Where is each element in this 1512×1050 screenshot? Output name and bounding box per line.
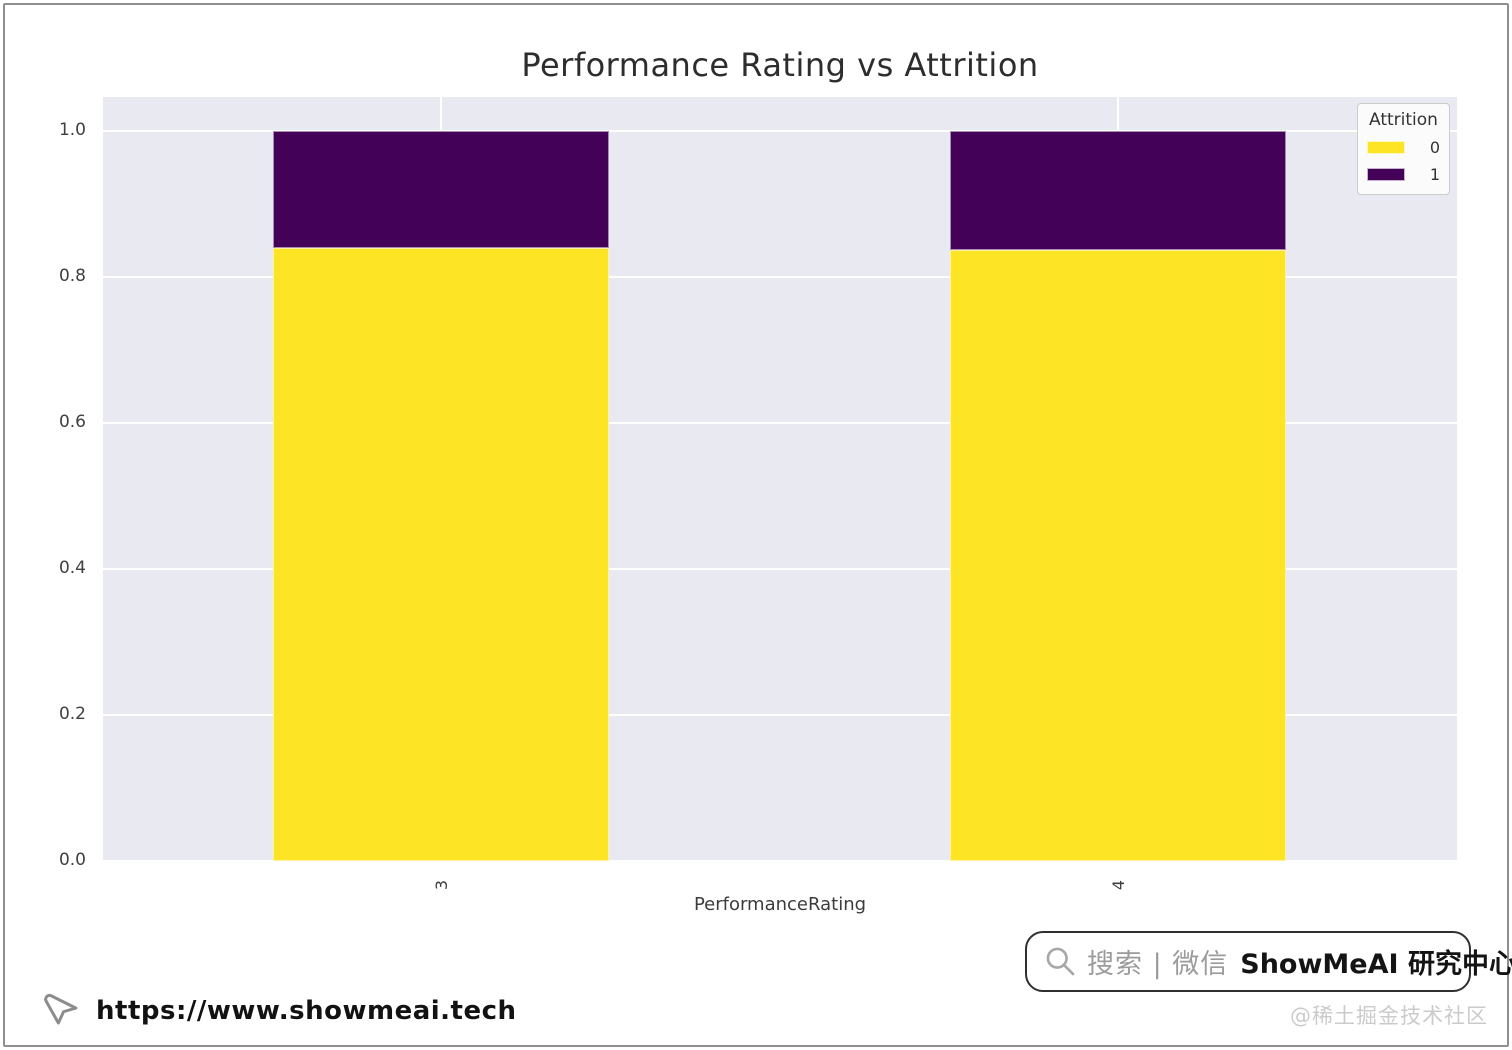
y-gridline xyxy=(103,860,1457,862)
legend-swatch-0 xyxy=(1367,141,1405,154)
y-gridline xyxy=(103,714,1457,716)
y-gridline xyxy=(103,276,1457,278)
legend-label: 0 xyxy=(1429,138,1440,157)
search-icon xyxy=(1043,944,1079,980)
bar-segment-rating3-attrition1 xyxy=(272,131,609,248)
bar-segment-rating4-attrition1 xyxy=(949,131,1286,250)
community-watermark: @稀土掘金技术社区 xyxy=(1290,1004,1488,1028)
chart-title: Performance Rating vs Attrition xyxy=(521,46,1039,84)
plot-area xyxy=(103,97,1457,862)
cursor-icon xyxy=(40,988,82,1034)
y-gridline xyxy=(103,130,1457,132)
y-gridline xyxy=(103,422,1457,424)
legend-swatch-1 xyxy=(1367,168,1405,181)
legend-label: 1 xyxy=(1429,165,1440,184)
legend-item-1: 1 xyxy=(1367,165,1440,184)
x-tick-label: 4 xyxy=(1108,879,1127,891)
url-text: https://www.showmeai.tech xyxy=(96,996,517,1026)
bar-segment-rating4-attrition0 xyxy=(949,250,1286,861)
y-tick-label: 0.6 xyxy=(58,412,86,432)
bar-segment-rating3-attrition0 xyxy=(272,247,609,861)
legend-item-0: 0 xyxy=(1367,138,1440,157)
legend-title: Attrition xyxy=(1369,110,1438,130)
wechat-search-watermark: 搜索 | 微信 ShowMeAI 研究中心 xyxy=(1025,931,1512,992)
y-tick-label: 0.0 xyxy=(58,850,86,870)
y-tick-label: 0.4 xyxy=(58,558,86,578)
url-watermark: https://www.showmeai.tech xyxy=(40,988,517,1034)
y-tick-label: 0.8 xyxy=(58,266,86,286)
x-axis-label: PerformanceRating xyxy=(693,894,867,915)
x-tick-label: 3 xyxy=(431,879,450,891)
y-tick-label: 0.2 xyxy=(58,704,86,724)
search-brand-text: ShowMeAI 研究中心 xyxy=(1240,949,1512,980)
y-tick-label: 1.0 xyxy=(58,120,86,140)
y-gridline xyxy=(103,568,1457,570)
search-prefix-text: 搜索 | 微信 xyxy=(1087,949,1229,980)
